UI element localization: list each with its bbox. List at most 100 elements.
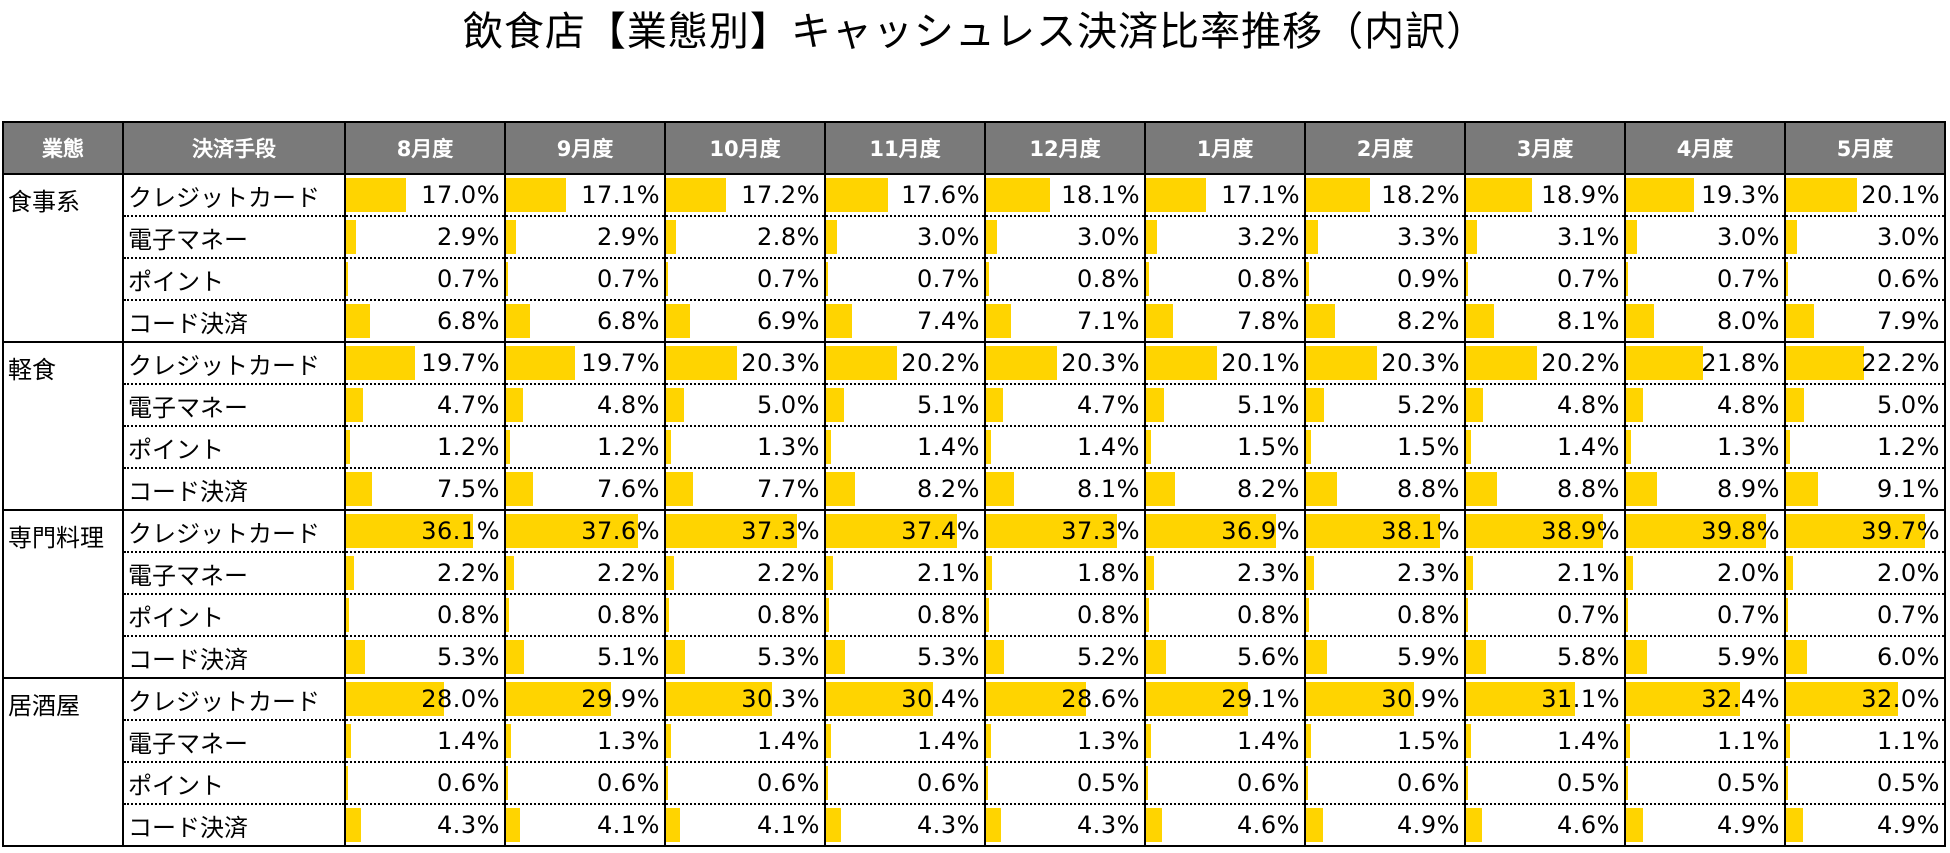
data-bar — [1626, 724, 1630, 758]
data-label: 5.9% — [1717, 643, 1780, 671]
data-label: 7.4% — [917, 307, 980, 335]
payment-method-label: コード決済 — [122, 803, 346, 846]
data-label: 7.9% — [1877, 307, 1940, 335]
data-label: 0.6% — [757, 769, 820, 797]
data-bar — [1626, 388, 1643, 422]
data-bar — [826, 262, 828, 296]
data-label: 5.3% — [757, 643, 820, 671]
data-label: 1.2% — [1877, 433, 1940, 461]
data-label: 17.1% — [1221, 181, 1300, 209]
data-label: 9.1% — [1877, 475, 1940, 503]
value-cell: 0.7% — [1784, 593, 1946, 636]
value-cell: 0.7% — [344, 257, 506, 300]
table-row: 専門料理 クレジットカード 36.1% 37.6% 37.3% 37.4% 37.3% 36.… — [2, 509, 1946, 678]
data-bar — [1306, 262, 1309, 296]
value-cell: 5.8% — [1464, 635, 1626, 678]
value-cell: 0.7% — [1624, 257, 1786, 300]
data-label: 4.1% — [597, 811, 660, 839]
payment-method-label: 電子マネー — [122, 383, 346, 426]
data-label: 31.1% — [1541, 685, 1620, 713]
value-cell: 4.3% — [344, 803, 506, 846]
data-bar — [506, 178, 566, 212]
data-bar — [1786, 808, 1803, 842]
data-bar — [506, 514, 638, 548]
data-bar — [1306, 640, 1327, 674]
header-month: 12月度 — [984, 122, 1146, 175]
value-cell: 1.1% — [1784, 719, 1946, 762]
data-bar — [1306, 430, 1311, 464]
data-bar — [1626, 304, 1654, 338]
value-cell: 37.3% — [984, 509, 1146, 552]
data-label: 1.3% — [1077, 727, 1140, 755]
data-bar — [1466, 682, 1575, 716]
value-cell: 3.0% — [1784, 215, 1946, 258]
value-cell: 30.9% — [1304, 677, 1466, 720]
data-bar — [986, 514, 1117, 548]
value-cell: 4.8% — [1624, 383, 1786, 426]
data-bar — [506, 640, 524, 674]
data-bar — [666, 178, 726, 212]
data-bar — [1146, 808, 1162, 842]
data-bar — [506, 724, 511, 758]
data-bar — [506, 472, 533, 506]
value-cell: 1.4% — [664, 719, 826, 762]
value-cell: 28.0% — [344, 677, 506, 720]
data-bar — [826, 430, 831, 464]
data-label: 1.4% — [1077, 433, 1140, 461]
value-cell: 5.2% — [1304, 383, 1466, 426]
value-cell: 0.6% — [504, 761, 666, 804]
value-cell: 6.8% — [344, 299, 506, 342]
value-cell: 6.0% — [1784, 635, 1946, 678]
data-bar — [1466, 808, 1482, 842]
value-cell: 0.7% — [504, 257, 666, 300]
data-bar — [1306, 178, 1370, 212]
value-cell: 7.7% — [664, 467, 826, 510]
category-label: 居酒屋 — [2, 677, 124, 846]
value-cell: 2.1% — [824, 551, 986, 594]
data-bar — [1786, 766, 1788, 800]
data-label: 20.3% — [1061, 349, 1140, 377]
payment-method-label: クレジットカード — [122, 509, 346, 552]
data-bar — [666, 556, 674, 590]
data-label: 0.8% — [1237, 601, 1300, 629]
value-cell: 8.1% — [984, 467, 1146, 510]
value-cell: 38.9% — [1464, 509, 1626, 552]
data-bar — [1306, 766, 1308, 800]
data-label: 17.6% — [901, 181, 980, 209]
data-bar — [346, 304, 370, 338]
data-label: 28.0% — [421, 685, 500, 713]
data-label: 0.7% — [1717, 601, 1780, 629]
data-label: 0.8% — [917, 601, 980, 629]
data-bar — [666, 808, 680, 842]
data-bar — [826, 346, 897, 380]
value-cell: 3.0% — [824, 215, 986, 258]
payment-method-label: ポイント — [122, 425, 346, 468]
data-label: 0.7% — [597, 265, 660, 293]
value-cell: 1.5% — [1304, 719, 1466, 762]
value-cell: 0.8% — [344, 593, 506, 636]
data-label: 1.4% — [1237, 727, 1300, 755]
data-bar — [1146, 304, 1173, 338]
data-bar — [986, 556, 992, 590]
data-bar — [1626, 556, 1633, 590]
data-label: 4.1% — [757, 811, 820, 839]
data-bar — [1786, 304, 1814, 338]
data-bar — [826, 724, 831, 758]
data-label: 5.3% — [437, 643, 500, 671]
value-cell: 3.2% — [1144, 215, 1306, 258]
value-cell: 8.2% — [1144, 467, 1306, 510]
value-cell: 5.3% — [824, 635, 986, 678]
data-label: 0.7% — [437, 265, 500, 293]
payment-method-label: クレジットカード — [122, 341, 346, 384]
value-cell: 1.2% — [504, 425, 666, 468]
data-bar — [986, 808, 1001, 842]
data-bar — [1466, 346, 1537, 380]
data-label: 4.9% — [1877, 811, 1940, 839]
data-label: 19.3% — [1701, 181, 1780, 209]
data-bar — [346, 262, 348, 296]
value-cell: 0.6% — [344, 761, 506, 804]
value-cell: 20.2% — [824, 341, 986, 384]
value-cell: 17.6% — [824, 174, 986, 216]
data-bar — [826, 556, 833, 590]
data-bar — [506, 220, 516, 254]
